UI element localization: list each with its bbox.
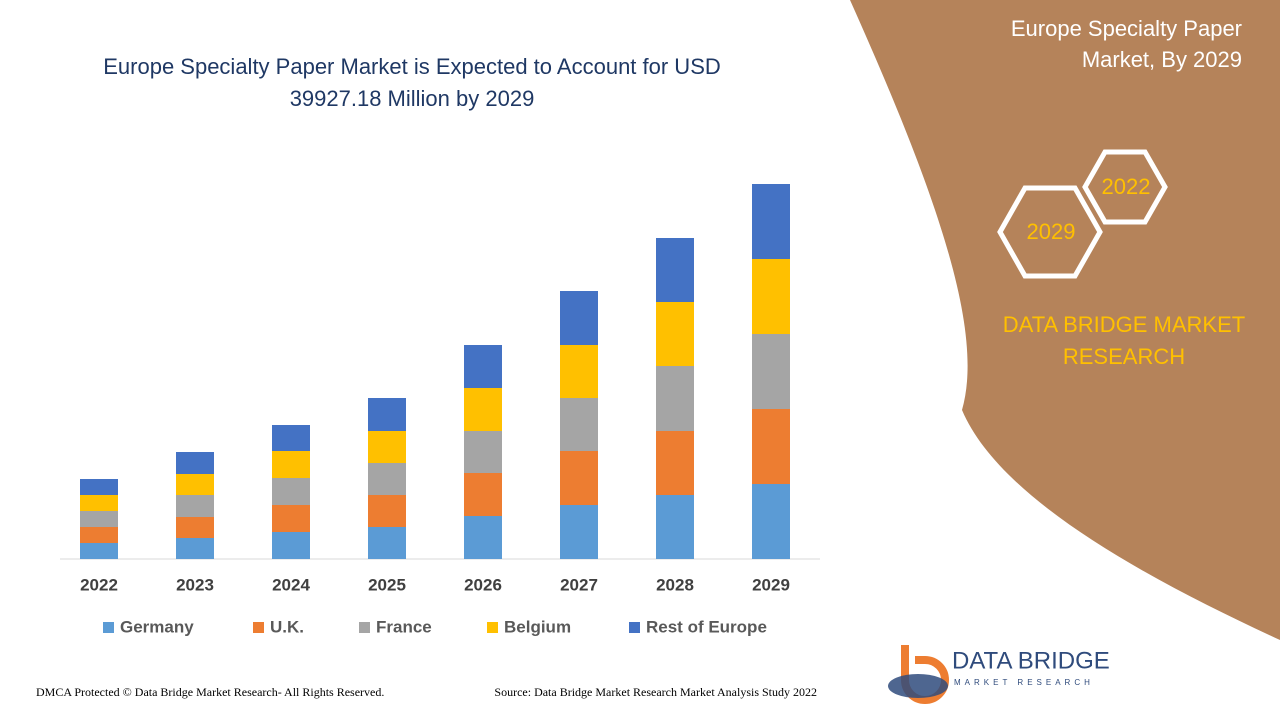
chart-title: Europe Specialty Paper Market is Expecte… [103,54,721,79]
chart-title: 39927.18 Million by 2029 [290,86,535,111]
bar-segment [464,473,502,516]
bar-segment [80,479,118,495]
brand-text: DATA BRIDGE MARKET [1003,312,1245,337]
bar-segment [560,451,598,505]
panel-title: Europe Specialty Paper [1011,16,1242,41]
logo-tagline: MARKET RESEARCH [954,678,1094,687]
bar-segment [560,291,598,345]
bar-segment [176,517,214,538]
bar-segment [368,398,406,431]
bar-segment [752,259,790,334]
x-tick-label: 2024 [272,575,310,594]
legend-label: Belgium [504,617,571,636]
legend-label: France [376,617,432,636]
x-tick-label: 2023 [176,575,214,594]
bar-segment [560,505,598,559]
legend-swatch [359,622,370,633]
bar-segment [176,452,214,474]
x-tick-label: 2022 [80,575,118,594]
bar-segment [80,543,118,559]
legend-swatch [253,622,264,633]
bar-segment [752,484,790,559]
bar-segment [656,495,694,559]
bar-segment [272,425,310,451]
legend-swatch [103,622,114,633]
legend-swatch [487,622,498,633]
bar-segment [272,532,310,559]
bar-segment [368,463,406,495]
legend-label: U.K. [270,617,304,636]
bar-segment [80,511,118,527]
legend-label: Germany [120,617,194,636]
bar-segment [80,527,118,543]
x-tick-label: 2027 [560,575,598,594]
legend-label: Rest of Europe [646,617,767,636]
bar-segment [176,474,214,495]
bar-segment [272,505,310,532]
bar-segment [656,366,694,431]
bar-segment [368,495,406,527]
bar-segment [80,495,118,511]
bar-segment [656,431,694,495]
bar-segment [272,478,310,505]
logo: DATA BRIDGE MARKET RESEARCH [888,645,1110,704]
bar-segment [176,495,214,517]
bar-segment [560,398,598,451]
bar-segment [272,451,310,478]
panel-title: Market, By 2029 [1082,47,1242,72]
x-tick-label: 2029 [752,575,790,594]
bar-segment [464,345,502,388]
hex-label: 2022 [1102,174,1151,199]
logo-mark [888,674,948,698]
bar-segment [656,238,694,302]
footer-text: DMCA Protected © Data Bridge Market Rese… [36,685,384,699]
source-text: Source: Data Bridge Market Research Mark… [494,685,817,699]
bar-segment [464,431,502,473]
x-tick-label: 2025 [368,575,406,594]
bar-segment [368,527,406,559]
logo-name: DATA BRIDGE [952,647,1110,674]
bar-segment [752,184,790,259]
side-panel [850,0,1280,640]
hexagon [1082,149,1168,225]
bar-segment [656,302,694,366]
bar-segment [176,538,214,559]
legend-swatch [629,622,640,633]
bar-segment [560,345,598,398]
bar-segment [752,409,790,484]
hex-label: 2029 [1027,219,1076,244]
bar-segment [464,388,502,431]
bar-segment [752,334,790,409]
x-tick-label: 2026 [464,575,502,594]
x-tick-label: 2028 [656,575,694,594]
bar-segment [464,516,502,559]
bar-segment [368,431,406,463]
hexagon [997,185,1103,279]
brand-text: RESEARCH [1063,344,1185,369]
